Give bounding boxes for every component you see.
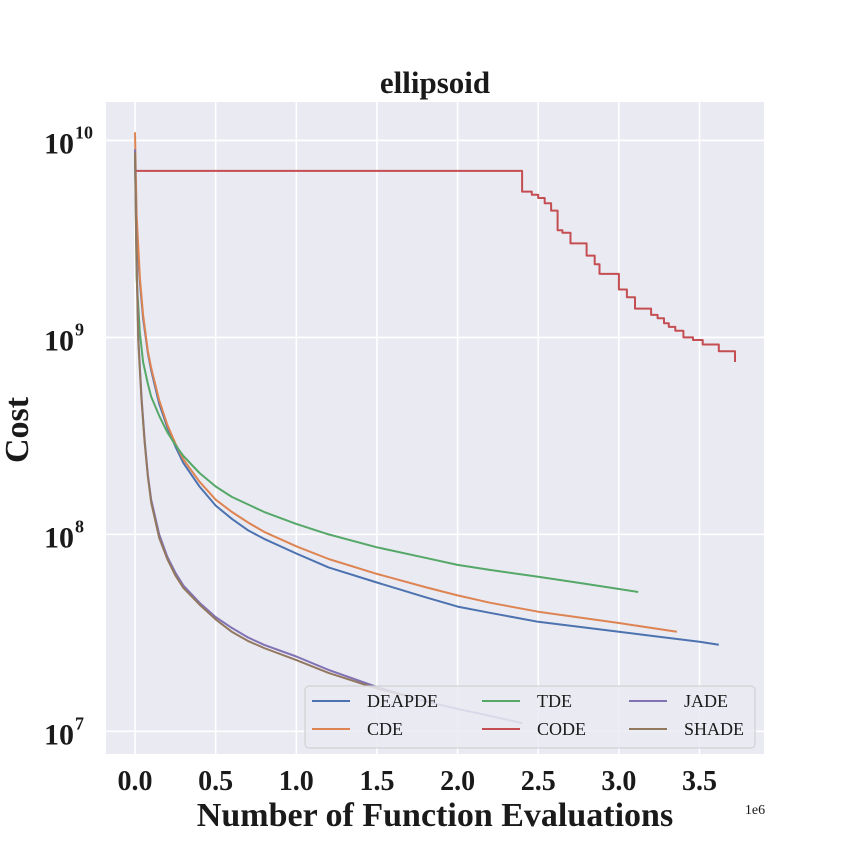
x-tick-label: 2.0	[440, 766, 475, 797]
legend: DEAPDE CDE TDE CODE JADE SHADE	[304, 685, 756, 749]
x-tick-label: 0.0	[118, 766, 153, 797]
y-axis-label: Cost	[0, 396, 36, 463]
x-tick-labels: 0.0 0.5 1.0 1.5 2.0 2.5 3.0 3.5	[118, 766, 717, 797]
x-tick-label: 1.0	[279, 766, 314, 797]
chart-title: ellipsoid	[380, 65, 490, 100]
y-tick-exponent: 10	[75, 122, 93, 142]
legend-label-deapde: DEAPDE	[367, 691, 438, 711]
plot-area	[106, 102, 764, 754]
y-tick-label: 10	[44, 127, 74, 160]
series-line-shade	[134, 152, 410, 698]
x-tick-label: 3.5	[682, 766, 717, 797]
x-tick-label: 3.0	[601, 766, 636, 797]
x-tick-label: 1.5	[359, 766, 394, 797]
y-tick-exponent: 7	[75, 713, 84, 733]
y-tick-label: 10	[44, 521, 74, 554]
x-offset-text: 1e6	[745, 803, 765, 818]
y-tick-exponent: 8	[75, 516, 84, 536]
y-tick-exponent: 9	[75, 319, 84, 339]
legend-label-code: CODE	[537, 719, 586, 739]
x-axis-label: Number of Function Evaluations	[197, 797, 673, 834]
series-line-cde	[134, 132, 678, 633]
series-line-tde	[134, 154, 639, 593]
series-lines	[134, 132, 736, 725]
legend-label-shade: SHADE	[684, 719, 744, 739]
y-tick-label: 10	[44, 718, 74, 751]
legend-label-jade: JADE	[684, 691, 728, 711]
legend-label-tde: TDE	[537, 691, 572, 711]
y-tick-label: 10	[44, 324, 74, 357]
legend-label-cde: CDE	[367, 719, 403, 739]
x-tick-label: 0.5	[198, 766, 233, 797]
series-line-code	[134, 169, 736, 362]
x-tick-label: 2.5	[521, 766, 556, 797]
